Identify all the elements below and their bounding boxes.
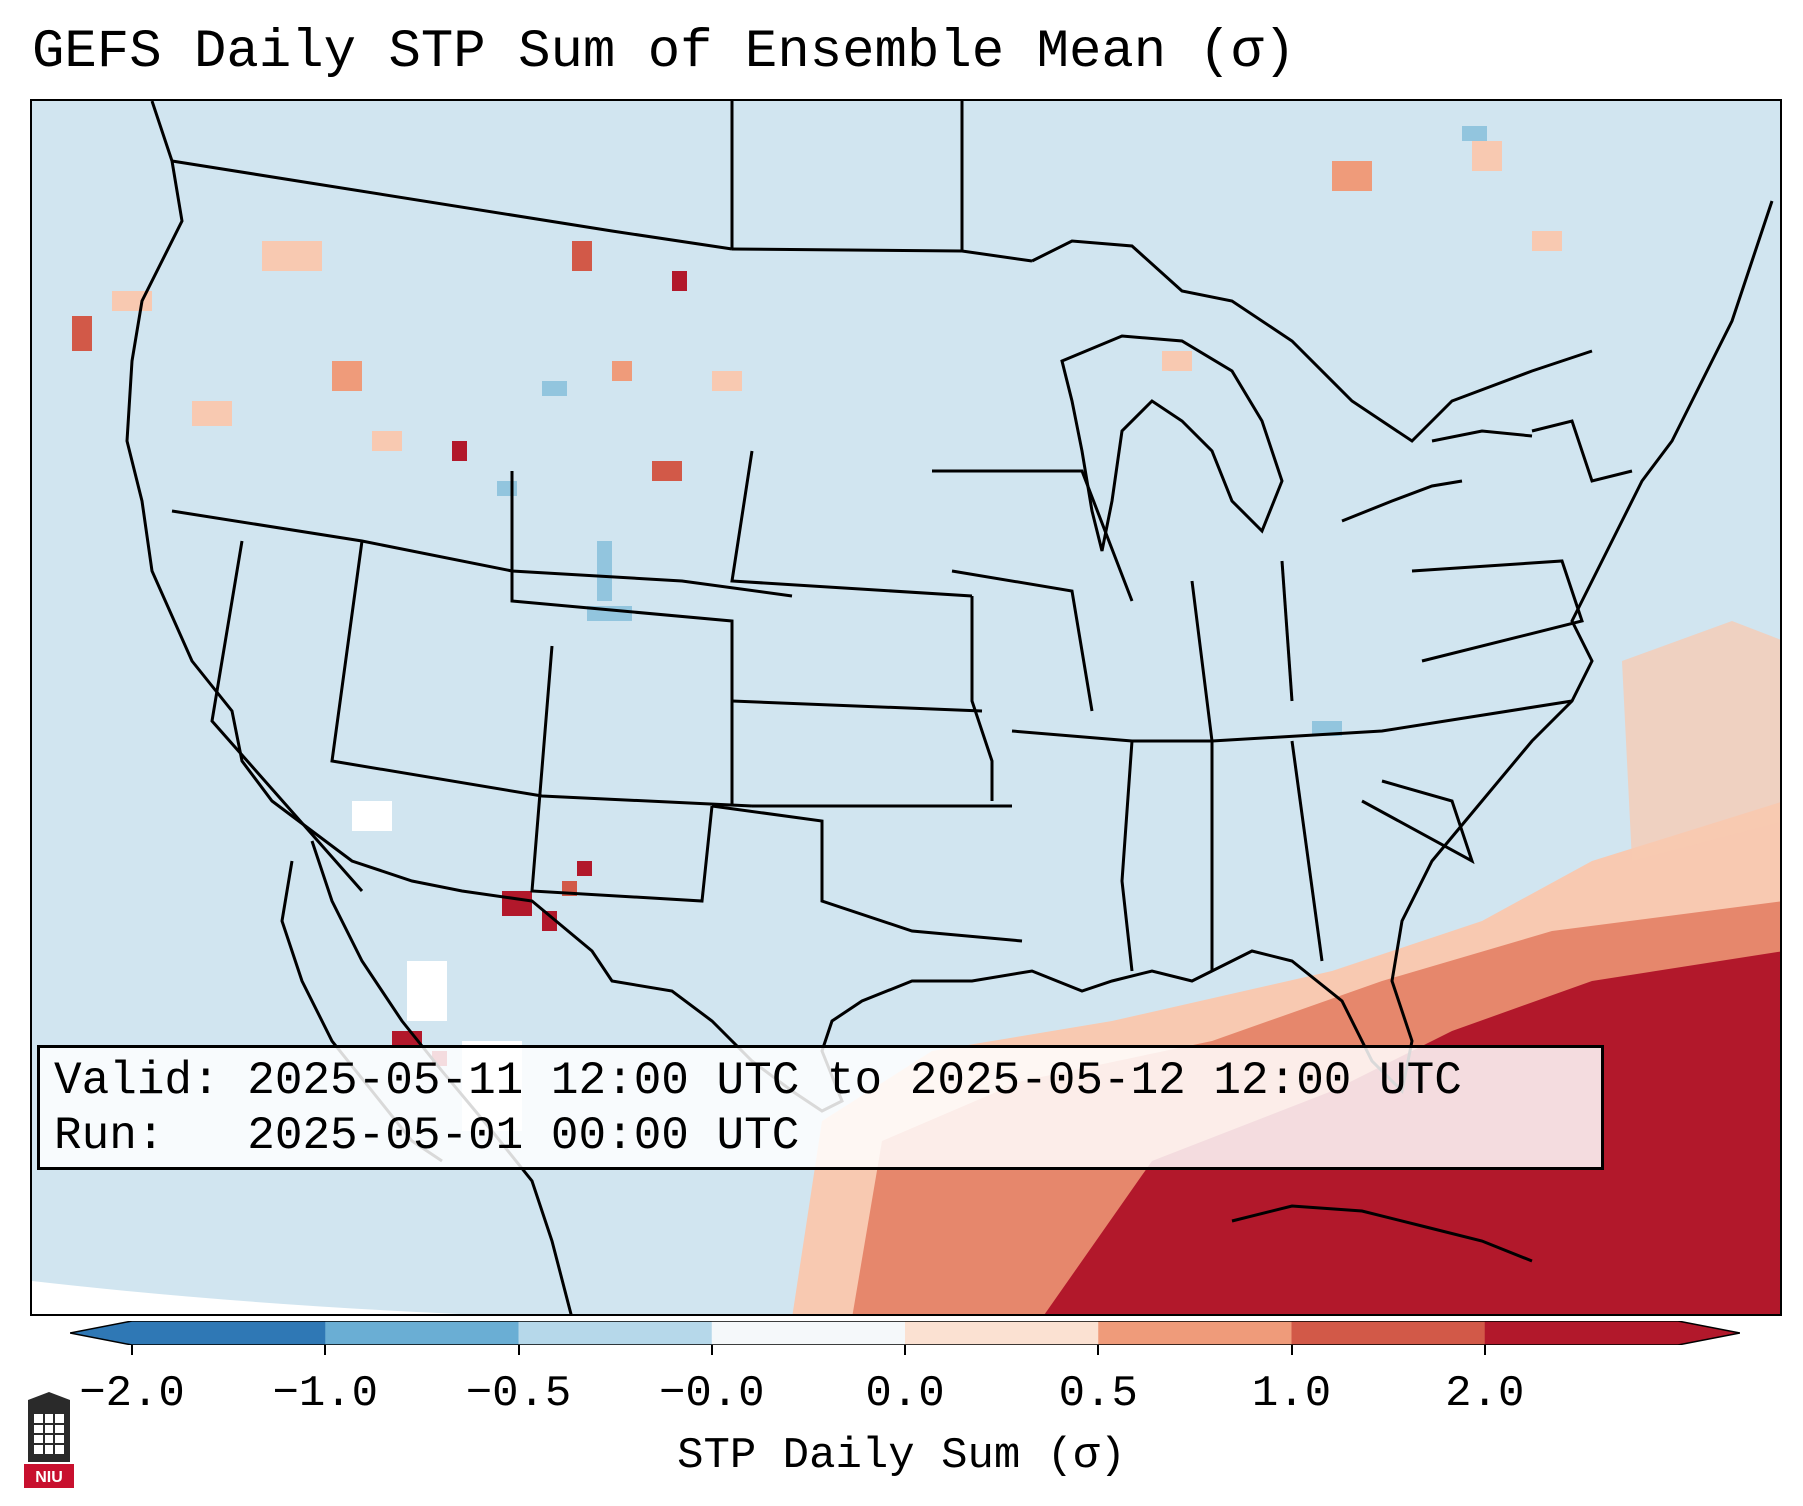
- coastline-us: [125, 101, 1774, 1113]
- chart-title: GEFS Daily STP Sum of Ensemble Mean (σ): [32, 22, 1296, 83]
- negative-anomaly-pixels: [497, 126, 1487, 736]
- colorbar-tick-label: −0.5: [465, 1369, 572, 1419]
- colorbar-tick-label: −1.0: [272, 1369, 379, 1419]
- colorbar-tick-label: 1.0: [1251, 1369, 1332, 1419]
- colorbar-extend-low: [70, 1321, 132, 1345]
- canada-border: [1031, 239, 1593, 443]
- anomaly-pixels: [72, 141, 1562, 1066]
- colorbar-segment: [325, 1321, 519, 1345]
- colorbar-label: STP Daily Sum (σ): [677, 1431, 1126, 1481]
- colorbar-tick-mark: [710, 1345, 713, 1355]
- colorbar-tick-label: 0.0: [865, 1369, 945, 1419]
- colorbar-segment: [518, 1321, 713, 1345]
- logo-text: NIU: [35, 1469, 63, 1486]
- coastline-cuba: [1231, 1204, 1533, 1263]
- colorbar-segment: [905, 1321, 1099, 1345]
- colorbar-segment: [132, 1321, 326, 1345]
- colorbar-tick-mark: [1097, 1345, 1100, 1355]
- colorbar-tick-mark: [131, 1345, 133, 1355]
- run-time: Run: 2025-05-01 00:00 UTC: [54, 1110, 800, 1162]
- colorbar-tick-label: −2.0: [79, 1369, 185, 1419]
- colorbar-segment: [1291, 1321, 1486, 1345]
- colorbar-tick-label: −0.0: [658, 1369, 765, 1419]
- colorbar-tick-mark: [324, 1345, 327, 1355]
- colorbar-extend-high: [1678, 1321, 1740, 1345]
- colorbar-tick-label: 2.0: [1445, 1369, 1525, 1419]
- lake-erie-ontario: [1341, 429, 1533, 523]
- colorbar-tick-label: 0.5: [1058, 1369, 1138, 1419]
- colorbar-segment: [1098, 1321, 1292, 1345]
- anomaly-atlantic-low: [1622, 621, 1780, 861]
- colorbar-tick-mark: [517, 1345, 520, 1355]
- niu-logo: NIU: [24, 1392, 74, 1488]
- colorbar-segment: [711, 1321, 906, 1345]
- info-box: Valid: 2025-05-11 12:00 UTC to 2025-05-1…: [37, 1045, 1604, 1170]
- valid-time: Valid: 2025-05-11 12:00 UTC to 2025-05-1…: [54, 1055, 1462, 1107]
- state-borders: [171, 101, 1633, 972]
- colorbar-segment: [1484, 1321, 1679, 1345]
- colorbar-tick-mark: [904, 1345, 906, 1355]
- colorbar: [70, 1321, 1740, 1345]
- colorbar-tick-mark: [1483, 1345, 1486, 1355]
- colorbar-tick-mark: [1290, 1345, 1293, 1355]
- great-lakes: [1060, 334, 1284, 552]
